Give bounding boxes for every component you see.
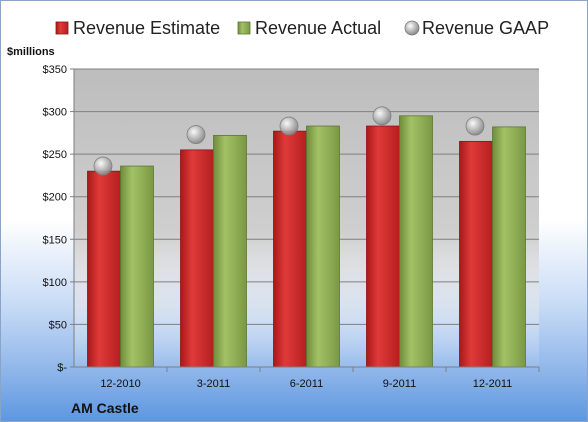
marker-revenue-gaap <box>279 116 299 136</box>
legend-swatch <box>404 20 420 36</box>
bar-revenue-actual <box>120 165 154 368</box>
marker-revenue-gaap <box>372 106 392 126</box>
x-tick-label: 6-2011 <box>290 378 323 390</box>
bar-revenue-estimate <box>366 125 400 368</box>
bar-revenue-estimate <box>273 130 307 368</box>
y-tick-label: $150 <box>43 234 67 246</box>
y-unit-label: $millions <box>7 46 55 58</box>
y-tick-label: $250 <box>43 149 67 161</box>
axes: $- $50 $100 $150 $200 $250 $300 $350 12-2010 3-20… <box>43 64 540 390</box>
bar-revenue-actual <box>492 126 526 368</box>
x-tick-label: 3-2011 <box>197 378 230 390</box>
y-tick-label: $- <box>57 362 67 374</box>
x-tick-label: 12-2010 <box>100 378 140 390</box>
y-tick-label: $50 <box>49 319 67 331</box>
legend-swatch <box>237 21 251 35</box>
marker-revenue-gaap <box>465 116 485 136</box>
marker-revenue-gaap <box>93 156 113 176</box>
x-tick-label: 9-2011 <box>383 378 416 390</box>
x-tick-label: 12-2011 <box>473 378 513 390</box>
bar-revenue-estimate <box>87 170 121 368</box>
bar-revenue-actual <box>213 135 247 368</box>
bar-revenue-estimate <box>180 149 214 368</box>
marker-revenue-gaap <box>186 125 206 144</box>
legend-label: Revenue Estimate <box>73 18 220 38</box>
legend: Revenue Estimate Revenue Actual Revenue GA… <box>55 18 549 38</box>
legend-swatch <box>55 21 69 35</box>
bar-revenue-estimate <box>459 140 493 368</box>
y-tick-label: $350 <box>43 64 67 76</box>
y-tick-label: $200 <box>43 192 67 204</box>
markers <box>93 106 485 176</box>
company-label: AM Castle <box>71 400 139 416</box>
bar-revenue-actual <box>399 115 433 368</box>
legend-label: Revenue GAAP <box>422 18 549 38</box>
bar-revenue-actual <box>306 125 340 368</box>
legend-label: Revenue Actual <box>255 18 381 38</box>
y-tick-label: $300 <box>43 107 67 119</box>
y-tick-label: $100 <box>43 277 67 289</box>
